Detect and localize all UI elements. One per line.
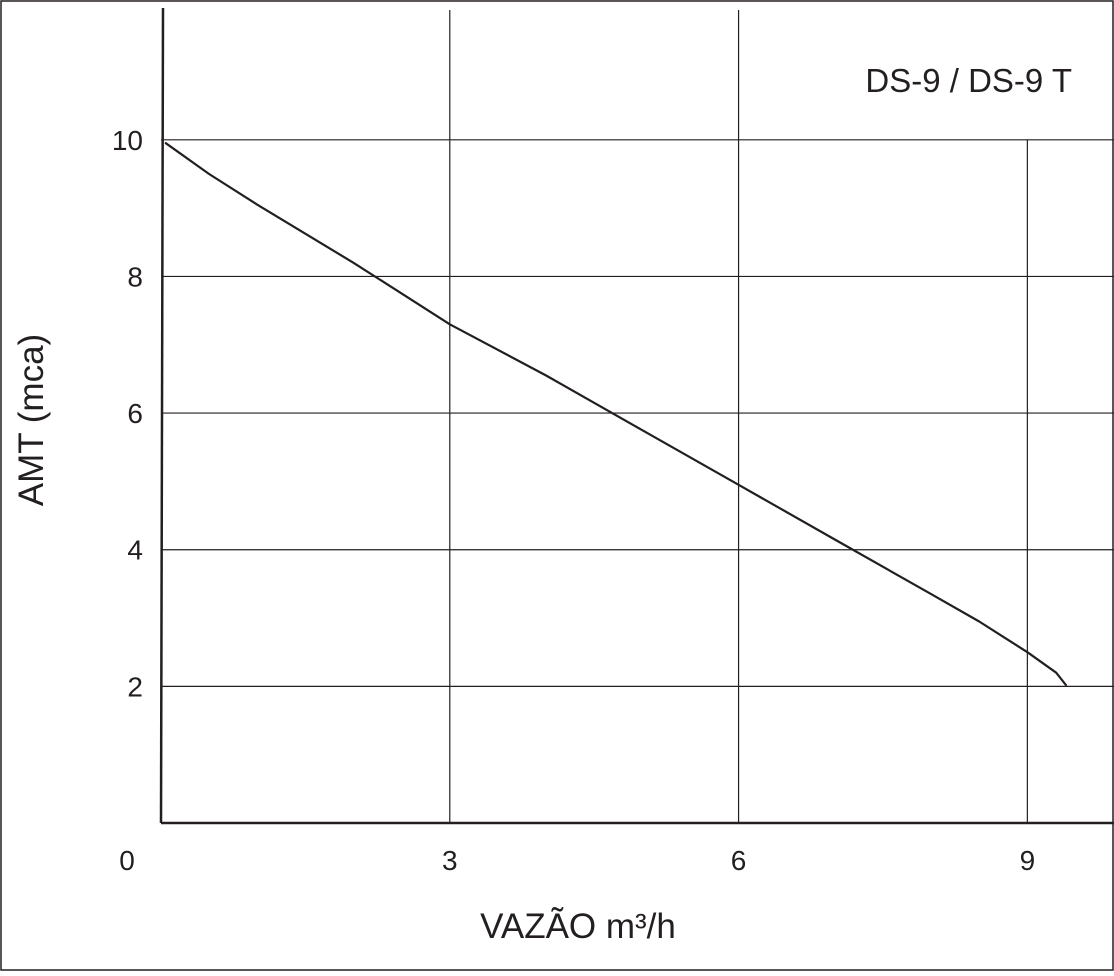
y-tick-label: 10: [112, 125, 143, 156]
y-tick-label: 4: [127, 535, 143, 566]
y-axis-title: AMT (mca): [12, 334, 51, 506]
y-tick-label: 6: [127, 398, 143, 429]
grid: [161, 10, 1114, 823]
x-tick-label: 3: [442, 845, 458, 876]
x-axis-title: VAZÃO m³/h: [480, 907, 676, 946]
tick-labels: 3 6 9 2 4 6 8 10: [112, 125, 1035, 876]
x-tick-label: 9: [1020, 845, 1036, 876]
y-axis-line: [159, 7, 165, 824]
labels: DS-9 / DS-9 T 0 VAZÃO m³/h AMT (mca): [12, 62, 1072, 946]
origin-label: 0: [119, 845, 135, 876]
chart-title: DS-9 / DS-9 T: [865, 62, 1072, 99]
y-tick-label: 2: [127, 671, 143, 702]
axes: [159, 7, 1114, 825]
x-tick-label: 6: [731, 845, 747, 876]
y-tick-label: 8: [127, 261, 143, 292]
pump-curve-line: [164, 142, 1068, 687]
series: [164, 142, 1068, 687]
